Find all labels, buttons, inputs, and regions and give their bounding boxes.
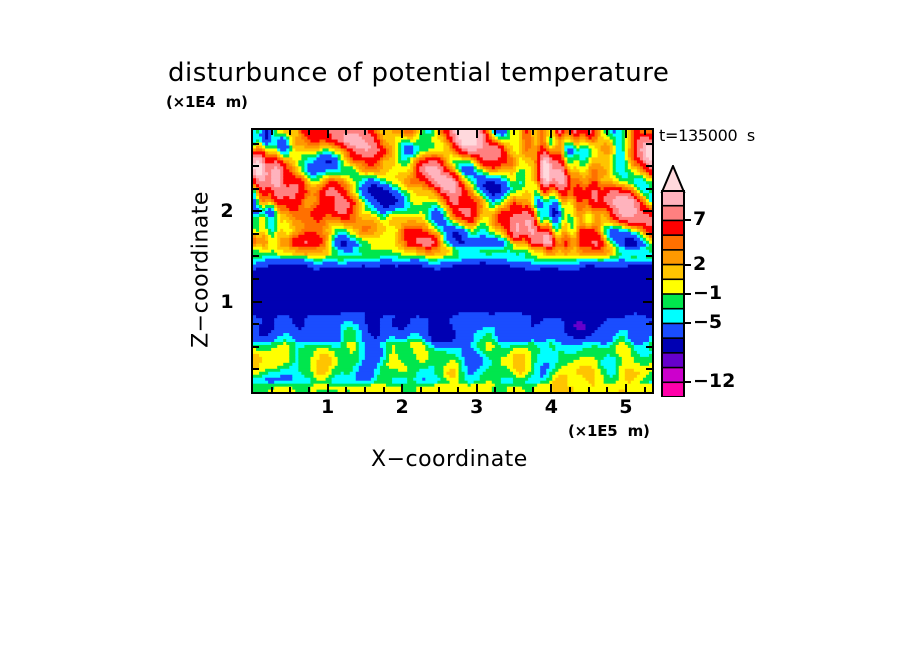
tick-mark: [253, 165, 259, 168]
tick-mark: [646, 345, 652, 348]
x-tick-label: 2: [395, 396, 409, 418]
tick-mark: [345, 387, 348, 392]
tick-mark: [513, 387, 516, 392]
page-title: disturbunce of potential temperature: [168, 58, 670, 88]
tick-mark: [253, 278, 259, 281]
tick-mark: [494, 387, 497, 392]
tick-mark: [382, 130, 385, 135]
tick-mark: [513, 130, 516, 135]
tick-mark: [326, 384, 329, 392]
tick-mark: [646, 187, 652, 190]
tick-mark: [253, 368, 259, 371]
tick-mark: [438, 130, 441, 135]
tick-mark: [270, 130, 273, 135]
tick-mark: [363, 387, 366, 392]
tick-mark: [457, 387, 460, 392]
colorbar-tick-label: −1: [693, 282, 723, 304]
colorbar-swatches: [660, 163, 686, 399]
x-axis-title: X−coordinate: [371, 447, 528, 472]
colorbar-tick-mark: [684, 322, 691, 325]
tick-mark: [624, 130, 627, 138]
tick-mark: [457, 130, 460, 135]
tick-mark: [531, 130, 534, 135]
tick-mark: [363, 130, 366, 135]
colorbar-tick-mark: [684, 381, 691, 384]
tick-mark: [568, 130, 571, 135]
x-tick-label: 4: [544, 396, 558, 418]
tick-mark: [253, 300, 262, 303]
tick-mark: [289, 130, 292, 135]
tick-mark: [253, 210, 262, 213]
tick-mark: [643, 300, 652, 303]
tick-mark: [475, 384, 478, 392]
tick-mark: [606, 387, 609, 392]
tick-mark: [643, 130, 646, 135]
colorbar-tick-mark: [684, 293, 691, 295]
y-axis-unit-label: (×1E4 m): [166, 93, 248, 111]
y-tick-label: 1: [220, 290, 234, 313]
colorbar-tick-label: −12: [693, 370, 736, 393]
time-annotation: t=135000 s: [659, 126, 755, 145]
y-axis-title-text: Z−coordinate: [188, 191, 214, 348]
tick-mark: [419, 130, 422, 135]
tick-mark: [345, 130, 348, 135]
tick-mark: [438, 387, 441, 392]
contour-field: [253, 130, 652, 392]
tick-mark: [646, 142, 652, 145]
tick-mark: [531, 387, 534, 392]
tick-mark: [419, 387, 422, 392]
tick-mark: [606, 130, 609, 135]
tick-mark: [568, 387, 571, 392]
tick-mark: [307, 387, 310, 392]
x-axis-unit-label: (×1E5 m): [568, 422, 650, 440]
colorbar-tick-label: 7: [693, 208, 707, 231]
tick-mark: [646, 323, 652, 326]
contour-plot-area: [253, 130, 652, 392]
tick-mark: [646, 278, 652, 281]
tick-mark: [326, 130, 329, 138]
tick-mark: [587, 130, 590, 135]
tick-mark: [289, 387, 292, 392]
x-tick-label: 5: [619, 396, 633, 418]
tick-mark: [643, 387, 646, 392]
colorbar-tick-label: 2: [693, 252, 707, 275]
tick-mark: [253, 345, 259, 348]
tick-mark: [646, 165, 652, 168]
y-tick-label: 2: [220, 200, 234, 223]
tick-mark: [550, 130, 553, 138]
tick-mark: [307, 130, 310, 135]
x-tick-label: 3: [470, 396, 484, 418]
tick-mark: [646, 232, 652, 235]
tick-mark: [253, 232, 259, 235]
tick-mark: [401, 384, 404, 392]
tick-mark: [253, 142, 259, 145]
colorbar-tick-label: −5: [693, 311, 723, 334]
tick-mark: [646, 368, 652, 371]
tick-mark: [270, 387, 273, 392]
tick-mark: [253, 255, 259, 258]
tick-mark: [475, 130, 478, 138]
colorbar-tick-mark: [684, 219, 691, 222]
tick-mark: [253, 187, 259, 190]
x-tick-label: 1: [320, 396, 335, 418]
tick-mark: [253, 323, 259, 326]
tick-mark: [382, 387, 385, 392]
tick-mark: [643, 210, 652, 213]
colorbar-tick-mark: [684, 263, 691, 266]
tick-mark: [624, 384, 627, 392]
colorbar: [660, 163, 686, 399]
tick-mark: [401, 130, 404, 138]
tick-mark: [494, 130, 497, 135]
tick-mark: [550, 384, 553, 392]
tick-mark: [587, 387, 590, 392]
tick-mark: [646, 255, 652, 258]
